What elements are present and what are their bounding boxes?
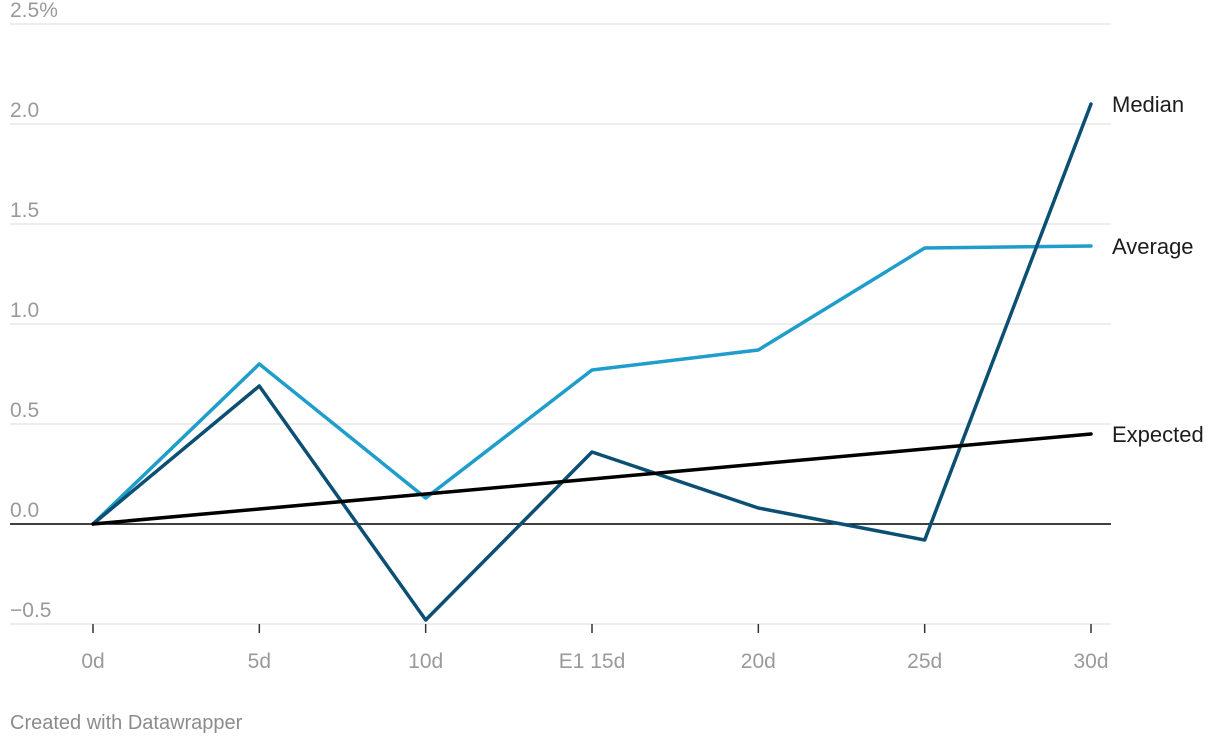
y-tick-label: −0.5 [10, 599, 51, 622]
series-label-expected: Expected [1112, 422, 1204, 447]
x-tick-label: E1 15d [559, 650, 626, 673]
y-tick-label: 1.0 [10, 299, 39, 322]
y-axis-tick-labels: 2.5% 2.0 1.5 1.0 0.5 0.0 −0.5 [10, 0, 58, 622]
series-line-median [91, 102, 1093, 622]
series-lines [91, 102, 1093, 622]
x-tick-label: 0d [81, 650, 104, 673]
x-tick-label: 30d [1073, 650, 1108, 673]
series-label-average: Average [1112, 234, 1194, 259]
x-axis: 0d 5d 10d E1 15d 20d 25d 30d [81, 624, 1109, 673]
x-tick-label: 20d [741, 650, 776, 673]
gridlines [10, 23, 1111, 625]
y-tick-label: 0.5 [10, 399, 39, 422]
y-tick-label: 1.5 [10, 199, 39, 222]
credit-text: Created with Datawrapper [10, 712, 243, 734]
x-tick-label: 5d [248, 650, 271, 673]
y-tick-label: 0.0 [10, 499, 39, 522]
series-labels: Median Average Expected [1112, 92, 1204, 447]
y-tick-label: 2.0 [10, 99, 39, 122]
y-tick-label: 2.5% [10, 0, 58, 22]
series-line-average [91, 244, 1093, 526]
x-tick-label: 10d [408, 650, 443, 673]
x-tick-label: 25d [907, 650, 942, 673]
series-line-expected [91, 432, 1093, 526]
series-label-median: Median [1112, 92, 1184, 117]
